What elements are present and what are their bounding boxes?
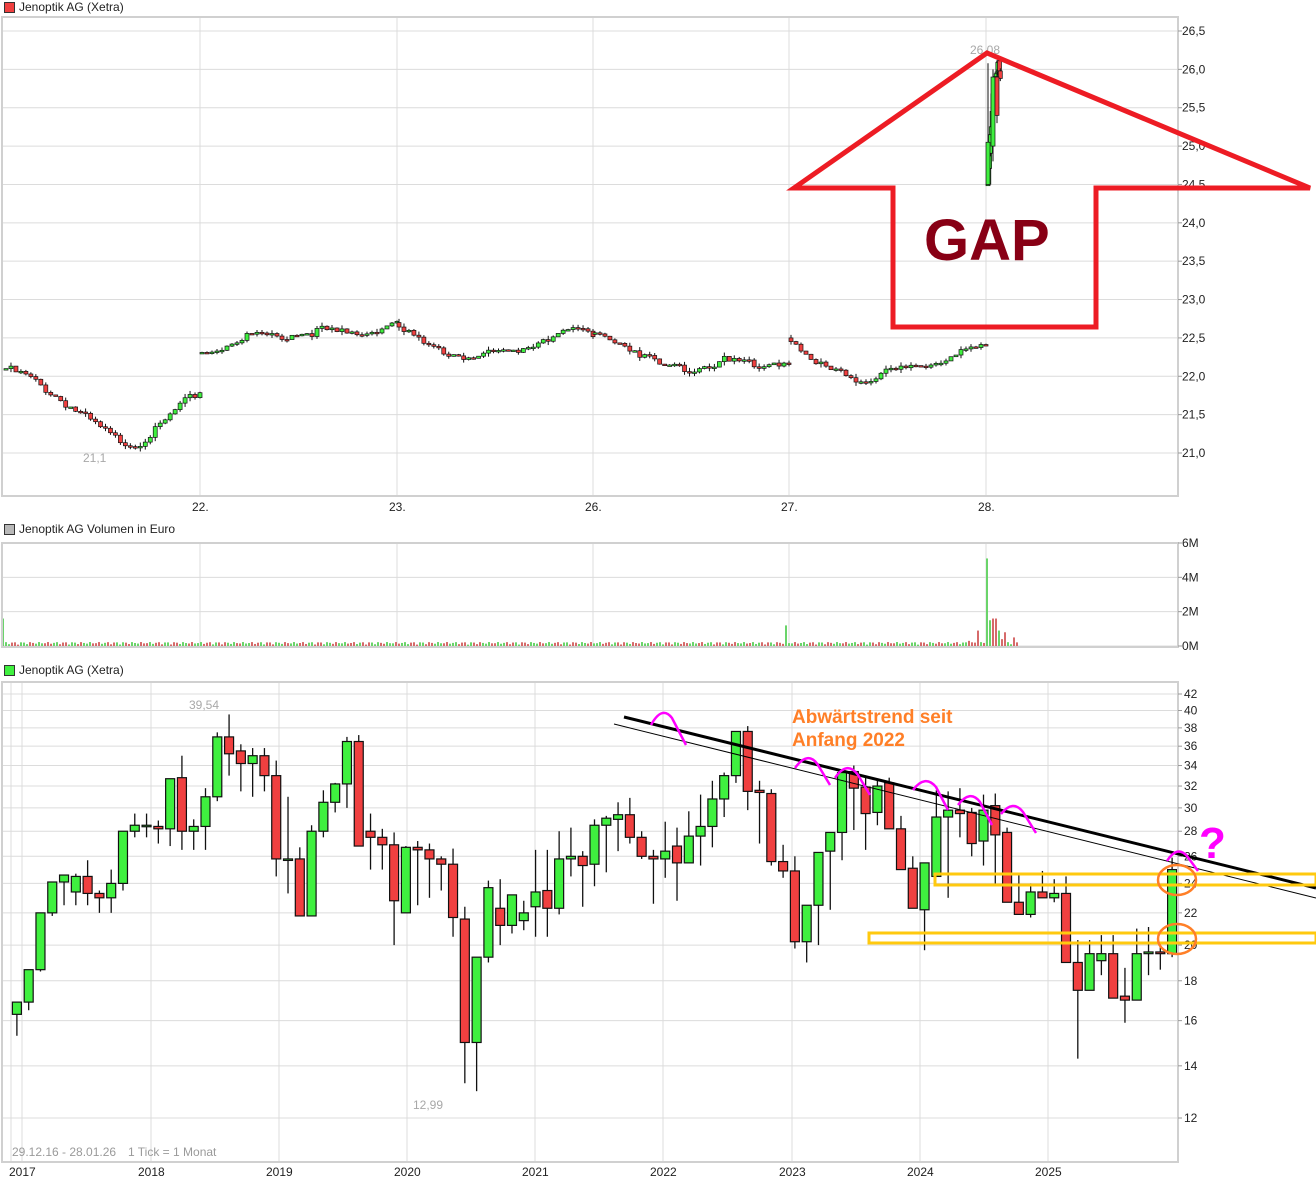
- svg-text:2021: 2021: [522, 1165, 549, 1179]
- trendline-thin: [613, 723, 1316, 899]
- svg-text:2017: 2017: [9, 1165, 36, 1179]
- question-mark-annotation: ?: [1199, 819, 1226, 868]
- svg-text:18: 18: [1184, 974, 1198, 988]
- svg-text:26.: 26.: [585, 500, 602, 514]
- volume-bars: [2, 558, 1018, 646]
- monthly-low-label: 12,99: [413, 1098, 443, 1112]
- monthly-frame: [1, 681, 1179, 1163]
- svg-text:6M: 6M: [1182, 536, 1199, 550]
- svg-text:21,5: 21,5: [1182, 408, 1206, 422]
- svg-text:2023: 2023: [779, 1165, 806, 1179]
- svg-text:22.: 22.: [192, 500, 209, 514]
- svg-text:30: 30: [1184, 801, 1198, 815]
- circle-lower-icon: [1156, 922, 1198, 956]
- svg-text:14: 14: [1184, 1059, 1198, 1073]
- trend-annotations: Abwärtstrend seit Anfang 2022 ?: [613, 707, 1316, 956]
- svg-text:26,5: 26,5: [1182, 24, 1206, 38]
- volume-legend-label: Jenoptik AG Volumen in Euro: [19, 522, 176, 536]
- svg-text:28: 28: [1184, 824, 1198, 838]
- monthly-legend-swatch: [4, 664, 15, 676]
- svg-text:42: 42: [1184, 687, 1198, 701]
- svg-text:40: 40: [1184, 704, 1198, 718]
- intraday-grid: [2, 17, 1178, 496]
- svg-text:2020: 2020: [394, 1165, 421, 1179]
- svg-text:23,0: 23,0: [1182, 293, 1206, 307]
- svg-text:2019: 2019: [266, 1165, 293, 1179]
- intraday-legend: Jenoptik AG (Xetra): [4, 0, 124, 14]
- svg-text:16: 16: [1184, 1014, 1198, 1028]
- svg-text:22,0: 22,0: [1182, 369, 1206, 383]
- date-range-label: 29.12.16 - 28.01.26: [12, 1145, 116, 1159]
- intraday-frame: [1, 16, 1179, 497]
- svg-text:24,0: 24,0: [1182, 216, 1206, 230]
- trend-annotation-line2: Anfang 2022: [792, 730, 905, 751]
- monthly-legend-label: Jenoptik AG (Xetra): [19, 663, 124, 677]
- intraday-low-label: 21,1: [83, 451, 107, 465]
- svg-text:23.: 23.: [389, 500, 406, 514]
- gap-arrow-icon: [786, 50, 1311, 330]
- trend-annotation-line1: Abwärtstrend seit: [792, 707, 953, 728]
- volume-grid: [2, 542, 1178, 647]
- monthly-x-axis: 2017 2018 2019 2020 2021 2022 2023 2024 2025: [9, 1165, 1062, 1179]
- svg-text:2022: 2022: [650, 1165, 677, 1179]
- monthly-legend: Jenoptik AG (Xetra): [4, 663, 124, 677]
- monthly-chart-panel: 42403836343230282624222018161412 2017201…: [1, 681, 1316, 1179]
- svg-text:26,0: 26,0: [1182, 62, 1206, 76]
- svg-text:32: 32: [1184, 779, 1198, 793]
- svg-text:0M: 0M: [1182, 639, 1199, 653]
- intraday-chart-panel: 26,526,025,525,024,524,023,523,022,522,0…: [1, 16, 1311, 514]
- svg-text:4M: 4M: [1182, 570, 1199, 584]
- volume-legend: Jenoptik AG Volumen in Euro: [4, 522, 175, 536]
- volume-legend-swatch: [4, 523, 15, 535]
- svg-text:2018: 2018: [138, 1165, 165, 1179]
- tick-interval-label: 1 Tick = 1 Monat: [128, 1145, 217, 1159]
- svg-text:22,5: 22,5: [1182, 331, 1206, 345]
- svg-text:2M: 2M: [1182, 605, 1199, 619]
- support-zone-lower: [867, 931, 1316, 945]
- svg-text:2025: 2025: [1035, 1165, 1062, 1179]
- svg-text:34: 34: [1184, 759, 1198, 773]
- monthly-y-axis: 42403836343230282624222018161412: [1178, 687, 1198, 1125]
- monthly-grid: [2, 682, 1178, 1162]
- monthly-candles: [11, 714, 1178, 1092]
- intraday-x-axis: 22. 23. 26. 27. 28.: [192, 500, 995, 514]
- trendline-thick: [623, 715, 1316, 890]
- svg-text:2024: 2024: [907, 1165, 934, 1179]
- svg-text:25,5: 25,5: [1182, 101, 1206, 115]
- svg-text:36: 36: [1184, 739, 1198, 753]
- peak-arcs-icon: [649, 711, 1200, 872]
- intraday-legend-label: Jenoptik AG (Xetra): [19, 0, 124, 14]
- svg-text:21,0: 21,0: [1182, 446, 1206, 460]
- svg-text:23,5: 23,5: [1182, 254, 1206, 268]
- support-zone-upper: [933, 872, 1316, 887]
- intraday-y-axis: 26,526,025,525,024,524,023,523,022,522,0…: [1178, 24, 1206, 460]
- volume-frame: [1, 542, 1179, 648]
- svg-text:38: 38: [1184, 721, 1198, 735]
- svg-text:27.: 27.: [781, 500, 798, 514]
- monthly-high-label: 39,54: [189, 698, 219, 712]
- intraday-legend-swatch: [4, 1, 15, 13]
- svg-text:28.: 28.: [978, 500, 995, 514]
- circle-upper-icon: [1156, 863, 1198, 897]
- volume-y-axis: 6M 4M 2M 0M: [1178, 536, 1199, 653]
- gap-label: GAP: [924, 208, 1050, 273]
- intraday-candles: [3, 58, 1003, 452]
- svg-text:12: 12: [1184, 1111, 1198, 1125]
- svg-text:22: 22: [1184, 906, 1198, 920]
- volume-chart-panel: 6M 4M 2M 0M: [1, 536, 1199, 653]
